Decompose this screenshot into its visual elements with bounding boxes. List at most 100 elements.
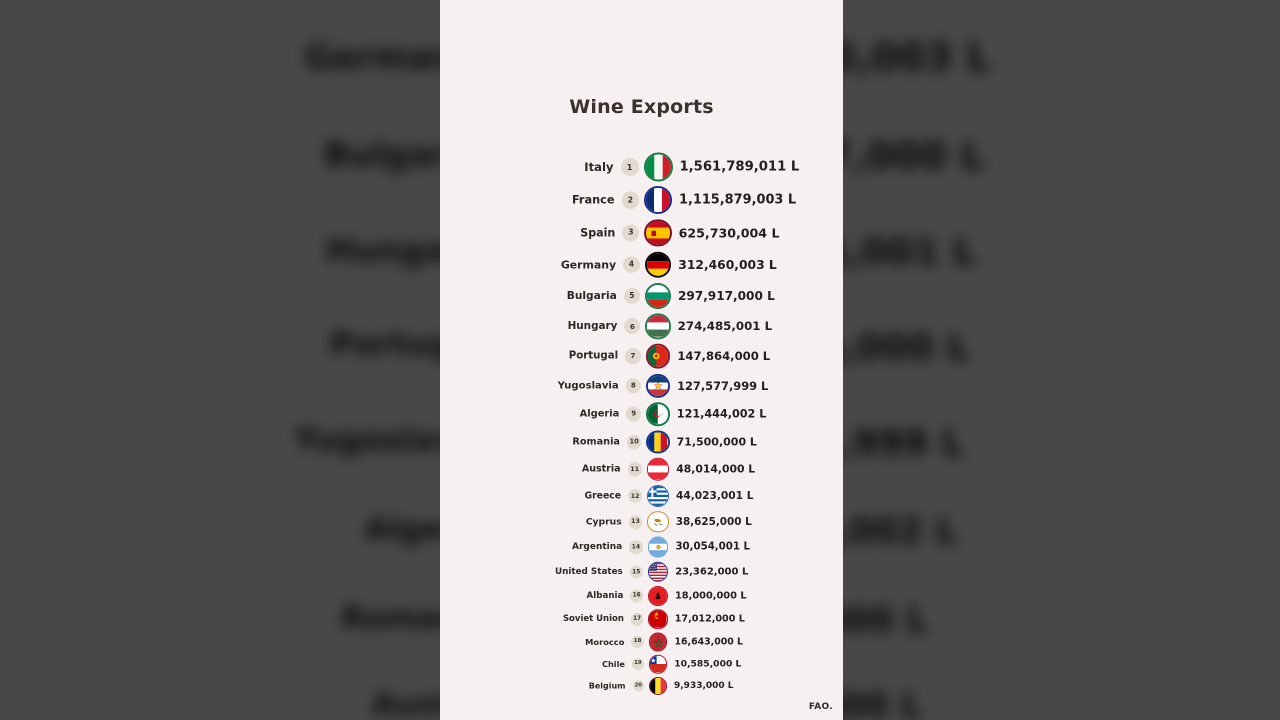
rank-badge: 6: [624, 318, 641, 335]
bar-row: Italy 1 1,561,789,011 L: [440, 149, 843, 185]
source-attribution: FAO.: [808, 702, 833, 712]
value-label: 16,643,000 L: [674, 636, 744, 648]
bar-row: Romania 10 71,500,000 L: [440, 424, 843, 460]
bar-row: Austria 11 48,014,000 L: [440, 451, 843, 487]
value-label: 71,500,000 L: [676, 435, 757, 449]
flag-icon-hungary: [645, 313, 671, 339]
value-label: 38,625,000 L: [675, 516, 752, 528]
country-label: Yugoslavia: [557, 380, 619, 391]
country-label: France: [571, 193, 615, 207]
bar-row: France 2 1,115,879,003 L: [440, 182, 843, 218]
value-label: 147,864,000 L: [677, 349, 771, 364]
value-label: 297,917,000 L: [677, 288, 775, 303]
rank-badge: 16: [630, 589, 644, 603]
country-label: Algeria: [579, 408, 620, 420]
bar-row: Albania 16 18,000,000 L: [440, 578, 843, 614]
country-label: Spain: [580, 226, 616, 240]
flag-icon-albania: [648, 586, 668, 607]
flag-icon-bulgaria: [645, 282, 671, 309]
value-label: 121,444,002 L: [676, 407, 767, 421]
rank-badge: 10: [626, 434, 642, 450]
country-label: Argentina: [572, 542, 623, 553]
rank-badge: 2: [621, 191, 639, 209]
flag-icon-yugoslavia: [645, 373, 671, 398]
country-label: Soviet Union: [562, 614, 624, 625]
country-label: Italy: [584, 160, 614, 174]
rank-badge: 11: [627, 462, 642, 477]
chart-card: Wine Exports Italy 1 1,561,789,011 L France…: [440, 0, 843, 720]
country-label: United States: [554, 567, 623, 578]
rank-badge: 14: [629, 540, 643, 554]
flag-icon-morocco: [648, 632, 668, 652]
flag-icon-argentina: [647, 536, 669, 558]
bar-row: Soviet Union 17 17,012,000 L: [440, 601, 843, 637]
bar-row: Hungary 6 274,485,001 L: [440, 308, 843, 344]
value-label: 1,561,789,011 L: [679, 159, 800, 175]
flag-icon-soviet: [648, 609, 668, 630]
rank-badge: 5: [623, 287, 641, 304]
country-label: Romania: [572, 436, 620, 448]
flag-icon-algeria: [646, 402, 670, 426]
rank-badge: 18: [631, 636, 644, 649]
rank-badge: 19: [631, 658, 644, 671]
flag-icon-chile: [648, 655, 668, 674]
bar-row: Morocco 18 16,643,000 L: [440, 624, 843, 660]
value-label: 1,115,879,003 L: [679, 192, 797, 208]
country-label: Hungary: [567, 320, 618, 333]
bar-row: Greece 12 44,023,001 L: [440, 478, 843, 514]
rank-badge: 9: [626, 406, 642, 422]
value-label: 10,585,000 L: [674, 658, 742, 670]
value-label: 44,023,001 L: [675, 490, 754, 503]
country-label: Bulgaria: [566, 289, 617, 302]
bar-row: Cyprus 13 38,625,000 L: [440, 504, 843, 540]
flag-icon-italy: [643, 152, 673, 182]
rank-badge: 3: [622, 224, 640, 242]
value-label: 127,577,999 L: [677, 378, 769, 393]
rank-badge: 15: [629, 565, 643, 579]
rank-badge: 17: [630, 613, 644, 626]
bar-row: Chile 19 10,585,000 L: [440, 646, 843, 682]
value-label: 48,014,000 L: [676, 462, 756, 476]
flag-icon-portugal: [645, 343, 671, 369]
page-title: Wine Exports: [569, 96, 714, 118]
country-label: Morocco: [585, 637, 625, 648]
bar-row: Bulgaria 5 297,917,000 L: [440, 278, 843, 314]
bar-row: Belgium 20 9,933,000 L: [440, 668, 843, 704]
rank-badge: 20: [632, 679, 644, 692]
flag-icon-france: [643, 186, 672, 215]
country-label: Portugal: [568, 350, 619, 362]
rank-badge: 8: [625, 377, 641, 394]
flag-icon-romania: [646, 430, 670, 454]
flag-icon-usa: [647, 561, 669, 583]
country-label: Albania: [586, 591, 624, 602]
value-label: 625,730,004 L: [678, 225, 780, 241]
rank-badge: 7: [625, 348, 641, 365]
value-label: 312,460,003 L: [678, 257, 777, 272]
flag-icon-austria: [646, 458, 670, 481]
value-label: 17,012,000 L: [674, 613, 745, 625]
rank-badge: 12: [628, 489, 642, 503]
flag-icon-spain: [644, 219, 672, 247]
bar-row: Argentina 14 30,054,001 L: [440, 529, 843, 565]
country-label: Chile: [601, 659, 625, 670]
country-label: Cyprus: [585, 516, 622, 528]
flag-icon-greece: [647, 485, 669, 507]
country-label: Germany: [560, 258, 617, 272]
bar-row: Spain 3 625,730,004 L: [440, 215, 843, 251]
rank-badge: 4: [623, 256, 640, 273]
rank-badge: 13: [628, 515, 643, 529]
bar-row: Portugal 7 147,864,000 L: [440, 338, 843, 374]
value-label: 23,362,000 L: [675, 566, 749, 578]
flag-icon-cyprus: [647, 511, 669, 533]
value-label: 18,000,000 L: [674, 590, 747, 602]
value-label: 30,054,001 L: [675, 541, 750, 553]
value-label: 9,933,000 L: [674, 680, 734, 691]
value-label: 274,485,001 L: [677, 319, 773, 334]
bar-row: United States 15 23,362,000 L: [440, 554, 843, 590]
bar-row: Yugoslavia 8 127,577,999 L: [440, 368, 843, 404]
country-label: Belgium: [588, 681, 626, 691]
country-label: Greece: [584, 490, 622, 502]
flag-icon-belgium: [649, 676, 667, 695]
flag-icon-germany: [644, 251, 672, 278]
